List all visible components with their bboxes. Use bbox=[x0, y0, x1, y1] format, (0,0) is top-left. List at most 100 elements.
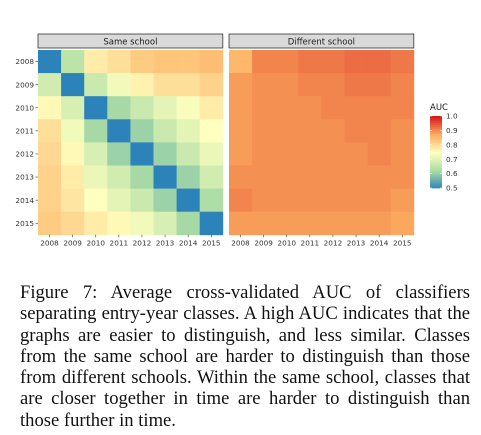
x-tick-label: 2013 bbox=[347, 238, 366, 247]
legend-colorbar-segment bbox=[430, 125, 442, 128]
heatmap-cell bbox=[344, 165, 368, 189]
heatmap-cell bbox=[107, 96, 131, 120]
heatmap-cell bbox=[61, 211, 85, 236]
heatmap-cell bbox=[199, 73, 224, 97]
heatmap-cell bbox=[176, 50, 201, 74]
heatmap-cell bbox=[107, 188, 131, 213]
heatmap-cell bbox=[84, 119, 108, 143]
legend-colorbar-segment bbox=[430, 119, 442, 122]
heatmap-cell bbox=[390, 211, 415, 236]
legend-colorbar-segment bbox=[430, 134, 442, 137]
legend-colorbar-segment bbox=[430, 173, 442, 176]
y-tick-label: 2010 bbox=[15, 103, 34, 112]
heatmap-cell bbox=[229, 50, 253, 74]
heatmap-cell bbox=[390, 165, 415, 189]
heatmap-cell bbox=[61, 96, 85, 120]
legend-colorbar-segment bbox=[430, 161, 442, 164]
heatmap-cell bbox=[176, 96, 201, 120]
heatmap-cell bbox=[344, 73, 368, 97]
heatmap-cell bbox=[367, 119, 392, 143]
heatmap-cell bbox=[275, 119, 299, 143]
y-tick-label: 2013 bbox=[15, 173, 34, 182]
x-tick-label: 2015 bbox=[393, 238, 412, 247]
heatmap-cell bbox=[298, 188, 322, 213]
y-tick-label: 2011 bbox=[15, 126, 34, 135]
heatmap-cell bbox=[344, 96, 368, 120]
heatmap-cell bbox=[229, 96, 253, 120]
heatmap-cell bbox=[130, 165, 154, 189]
heatmap-cell bbox=[390, 96, 415, 120]
heatmap-cell bbox=[84, 96, 108, 120]
heatmap-cell bbox=[84, 73, 108, 97]
heatmap-cell bbox=[321, 211, 345, 236]
heatmap-cell bbox=[390, 119, 415, 143]
x-tick-label: 2010 bbox=[86, 238, 105, 247]
legend-colorbar-segment bbox=[430, 159, 442, 162]
heatmap-cell bbox=[229, 73, 253, 97]
heatmap-cell bbox=[367, 96, 392, 120]
same-school-strip-label: Same school bbox=[103, 38, 157, 48]
y-tick-label: 2009 bbox=[15, 80, 34, 89]
legend-colorbar-segment bbox=[430, 170, 442, 173]
heatmap-cell bbox=[321, 165, 345, 189]
heatmap-cell bbox=[199, 211, 224, 236]
x-tick-label: 2009 bbox=[254, 238, 273, 247]
legend-colorbar-segment bbox=[430, 171, 442, 174]
legend-tick-label: 1.0 bbox=[446, 112, 458, 121]
heatmap-cell bbox=[130, 142, 154, 166]
heatmap-cell bbox=[107, 73, 131, 97]
legend-colorbar-segment bbox=[430, 144, 442, 147]
y-tick-label: 2008 bbox=[15, 57, 34, 66]
heatmap-cell bbox=[275, 50, 299, 74]
legend-colorbar-segment bbox=[430, 155, 442, 158]
x-tick-label: 2015 bbox=[202, 238, 221, 247]
legend-colorbar-segment bbox=[430, 164, 442, 167]
heatmap-cell bbox=[107, 50, 131, 74]
heatmap-cell bbox=[84, 188, 108, 213]
heatmap-cell bbox=[61, 73, 85, 97]
heatmap-cell bbox=[298, 50, 322, 74]
legend-colorbar-segment bbox=[430, 126, 442, 129]
heatmap-cell bbox=[38, 211, 62, 236]
heatmap-cell bbox=[298, 142, 322, 166]
x-tick-label: 2011 bbox=[301, 238, 320, 247]
legend-colorbar-segment bbox=[430, 128, 442, 131]
heatmap-figure: Same school 2008 2009 2010 2011 2012 2013 2014 2… bbox=[15, 33, 458, 247]
legend-colorbar-segment bbox=[430, 179, 442, 182]
heatmap-cell bbox=[367, 188, 392, 213]
x-tick-label: 2014 bbox=[179, 238, 198, 247]
heatmap-cell bbox=[176, 119, 201, 143]
heatmap-cell bbox=[130, 119, 154, 143]
legend-colorbar-segment bbox=[430, 123, 442, 126]
heatmap-cell bbox=[252, 50, 276, 74]
x-tick-label: 2012 bbox=[324, 238, 343, 247]
heatmap-cell bbox=[344, 211, 368, 236]
heatmap-cell bbox=[275, 142, 299, 166]
heatmap-cell bbox=[390, 73, 415, 97]
heatmap-cell bbox=[252, 142, 276, 166]
heatmap-cell bbox=[199, 96, 224, 120]
heatmap-cell bbox=[229, 211, 253, 236]
heatmap-cell bbox=[321, 188, 345, 213]
figure-caption: Figure 7: Average cross-validated AUC of… bbox=[20, 282, 470, 431]
heatmap-cell bbox=[367, 142, 392, 166]
heatmap-cell bbox=[229, 165, 253, 189]
legend-colorbar-segment bbox=[430, 130, 442, 133]
legend-colorbar-segment bbox=[430, 186, 442, 189]
heatmap-cell bbox=[298, 165, 322, 189]
heatmap-cell bbox=[153, 211, 177, 236]
heatmap-cell bbox=[84, 211, 108, 236]
legend-colorbar-segment bbox=[430, 182, 442, 185]
legend-colorbar-segment bbox=[430, 153, 442, 156]
heatmap-cell bbox=[61, 188, 85, 213]
legend-colorbar-segment bbox=[430, 137, 442, 140]
heatmap-cell bbox=[130, 96, 154, 120]
heatmap-cell bbox=[61, 165, 85, 189]
heatmap-cell bbox=[107, 165, 131, 189]
heatmap-cell bbox=[84, 50, 108, 74]
heatmap-cell bbox=[38, 188, 62, 213]
legend-colorbar-segment bbox=[430, 117, 442, 120]
heatmap-cell bbox=[107, 211, 131, 236]
heatmap-cell bbox=[367, 211, 392, 236]
heatmap-cell bbox=[176, 165, 201, 189]
